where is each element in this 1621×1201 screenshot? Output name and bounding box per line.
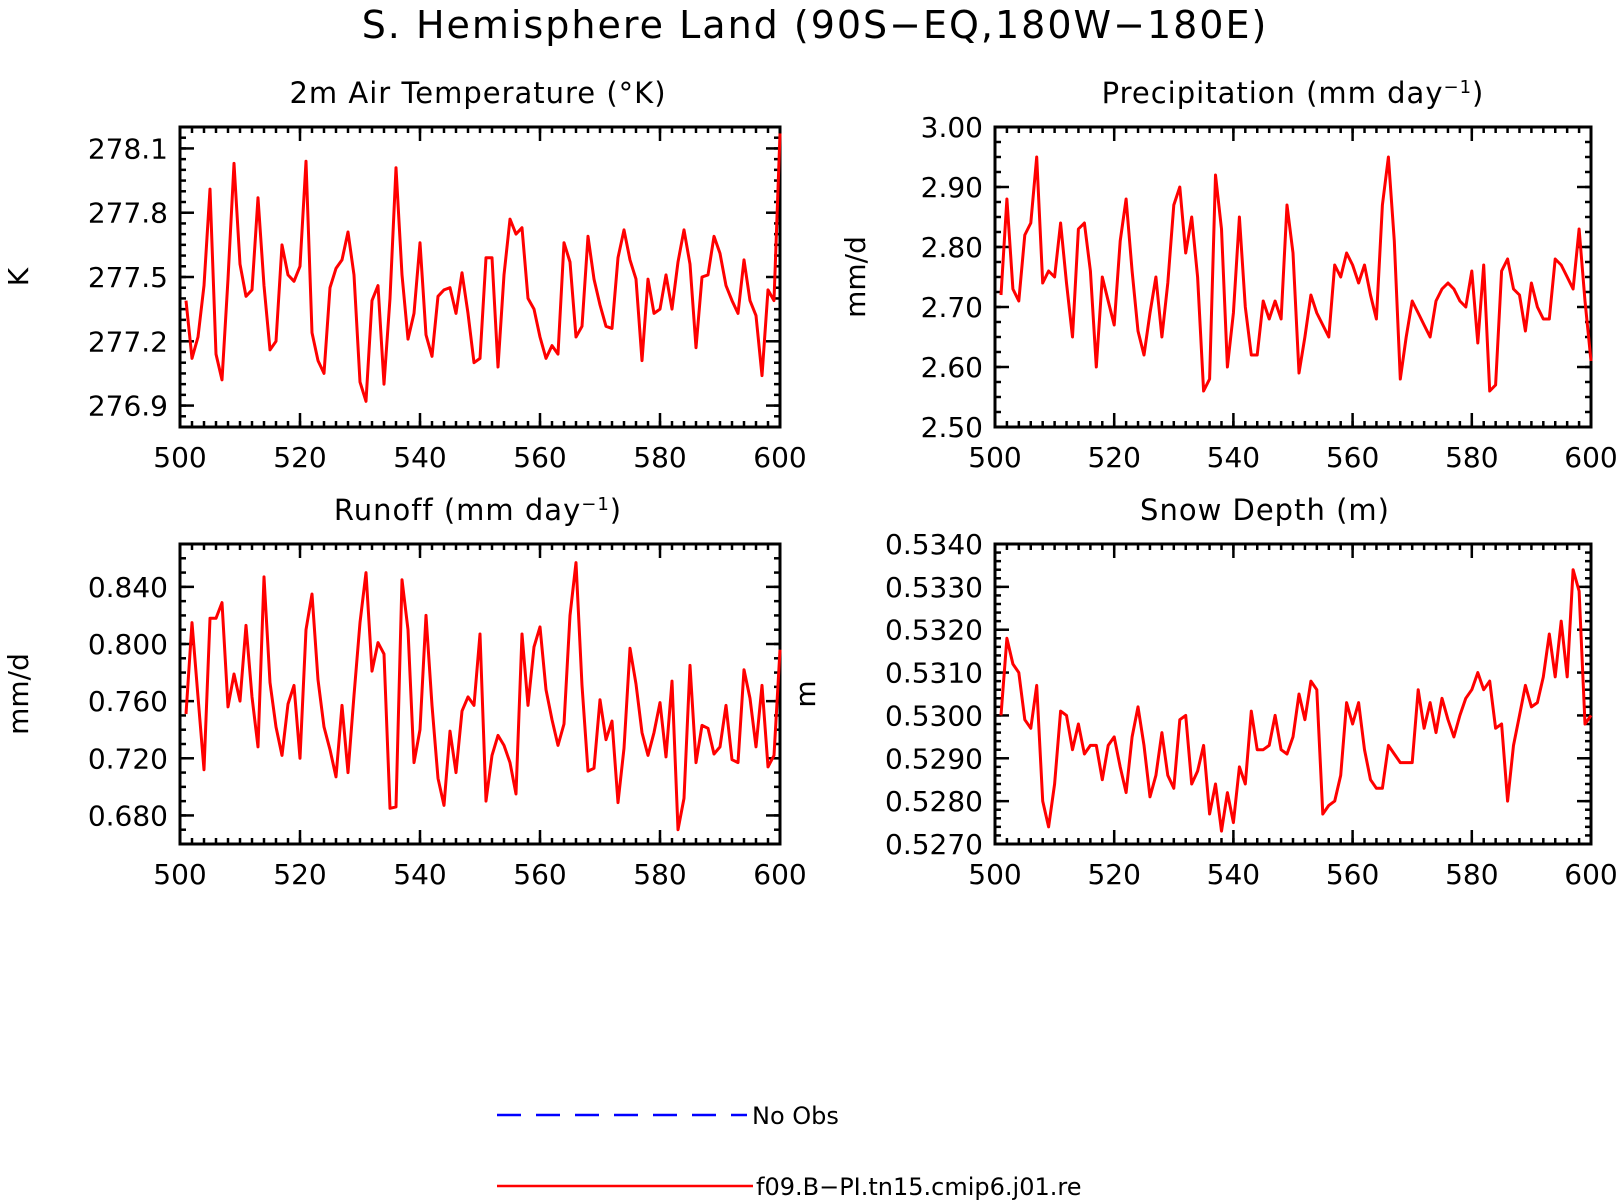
panel-title: Runoff (mm day−1) — [334, 493, 622, 527]
y-tick-labels: 0.680 0.720 0.760 0.800 0.840 — [88, 571, 168, 833]
x-tick-label: 580 — [1445, 441, 1498, 474]
x-tick-labels: 500 520 540 560 580 600 — [968, 441, 1617, 474]
panel-title: Snow Depth (m) — [1140, 493, 1390, 527]
x-tick-labels: 500 520 540 560 580 600 — [153, 858, 806, 891]
panel-title: 2m Air Temperature (°K) — [289, 76, 666, 110]
x-tick-label: 600 — [1564, 441, 1617, 474]
y-tick-label: 0.680 — [88, 799, 168, 832]
y-tick-label: 2.80 — [921, 231, 983, 264]
y-tick-label: 0.760 — [88, 685, 168, 718]
x-tick-label: 500 — [153, 858, 206, 891]
x-tick-label: 500 — [153, 441, 206, 474]
y-axis-label: m — [789, 680, 822, 707]
x-tick-label: 520 — [1087, 441, 1140, 474]
x-tick-label: 580 — [1445, 858, 1498, 891]
x-tick-label: 520 — [1087, 858, 1140, 891]
figure-title: S. Hemisphere Land (90S−EQ,180W−180E) — [362, 3, 1269, 47]
x-tick-label: 600 — [1564, 858, 1617, 891]
legend: No Obs f09.B−PI.tn15.cmip6.j01.re — [497, 1102, 1081, 1201]
x-tick-label: 580 — [633, 858, 686, 891]
y-tick-label: 2.60 — [921, 351, 983, 384]
y-tick-label: 0.5340 — [885, 528, 983, 561]
y-tick-label: 277.8 — [88, 197, 168, 230]
y-tick-label: 277.5 — [88, 261, 168, 294]
x-tick-label: 580 — [633, 441, 686, 474]
y-tick-label: 0.5290 — [885, 742, 983, 775]
x-tick-label: 600 — [753, 858, 806, 891]
y-tick-label: 0.800 — [88, 628, 168, 661]
y-axis-label: mm/d — [839, 236, 872, 318]
snow-depth-series-line — [999, 568, 1593, 833]
axis-ticks — [178, 125, 782, 429]
y-tick-labels: 2.50 2.60 2.70 2.80 2.90 3.00 — [921, 111, 983, 444]
y-tick-labels: 0.5270 0.5280 0.5290 0.5300 0.5310 0.5320 0.53… — [885, 528, 983, 861]
x-tick-label: 560 — [513, 858, 566, 891]
x-tick-labels: 500 520 540 560 580 600 — [968, 858, 1617, 891]
legend-no-obs-label: No Obs — [752, 1102, 839, 1130]
y-tick-label: 277.2 — [88, 325, 168, 358]
y-tick-label: 0.840 — [88, 571, 168, 604]
y-tick-label: 0.720 — [88, 742, 168, 775]
y-tick-label: 278.1 — [88, 132, 168, 165]
x-tick-label: 540 — [1207, 441, 1260, 474]
y-tick-label: 2.70 — [921, 291, 983, 324]
x-tick-label: 540 — [1207, 858, 1260, 891]
x-tick-label: 560 — [1326, 441, 1379, 474]
x-tick-label: 600 — [753, 441, 806, 474]
y-tick-label: 2.90 — [921, 171, 983, 204]
x-tick-label: 560 — [513, 441, 566, 474]
y-tick-label: 276.9 — [88, 390, 168, 423]
y-axis-label: mm/d — [2, 653, 35, 735]
x-tick-label: 500 — [968, 858, 1021, 891]
y-tick-label: 2.50 — [921, 411, 983, 444]
panel-title: Precipitation (mm day−1) — [1102, 76, 1485, 110]
axis-ticks — [993, 542, 1593, 846]
x-tick-label: 540 — [393, 858, 446, 891]
legend-model-label: f09.B−PI.tn15.cmip6.j01.re — [756, 1173, 1081, 1201]
y-tick-labels: 276.9 277.2 277.5 277.8 278.1 — [88, 132, 168, 422]
x-tick-labels: 500 520 540 560 580 600 — [153, 441, 806, 474]
panel-air-temperature: 2m Air Temperature (°K) K 276.9 277.2 277.… — [2, 76, 807, 474]
y-axis-label: K — [2, 267, 35, 286]
y-tick-label: 0.5330 — [885, 571, 983, 604]
x-tick-label: 540 — [393, 441, 446, 474]
axis-ticks — [178, 542, 782, 846]
y-tick-label: 0.5300 — [885, 699, 983, 732]
precipitation-series-line — [999, 155, 1593, 393]
x-tick-label: 560 — [1326, 858, 1379, 891]
x-tick-label: 520 — [273, 858, 326, 891]
y-tick-label: 0.5270 — [885, 828, 983, 861]
y-tick-label: 3.00 — [921, 111, 983, 144]
y-tick-label: 0.5310 — [885, 657, 983, 690]
temperature-series-line — [184, 133, 782, 403]
axis-ticks — [993, 125, 1593, 429]
y-tick-label: 0.5280 — [885, 785, 983, 818]
runoff-series-line — [184, 561, 782, 832]
plot-frame — [993, 542, 1593, 846]
x-tick-label: 520 — [273, 441, 326, 474]
panel-runoff: Runoff (mm day−1) mm/d 0.6800.7200.7600.… — [2, 493, 807, 891]
panel-snow-depth: Snow Depth (m) m 0.5270 0.5280 0.5290 0.530… — [789, 493, 1618, 891]
panel-precipitation: Precipitation (mm day−1) mm/d 2.502.602.… — [839, 76, 1618, 474]
x-tick-label: 500 — [968, 441, 1021, 474]
y-tick-label: 0.5320 — [885, 614, 983, 647]
